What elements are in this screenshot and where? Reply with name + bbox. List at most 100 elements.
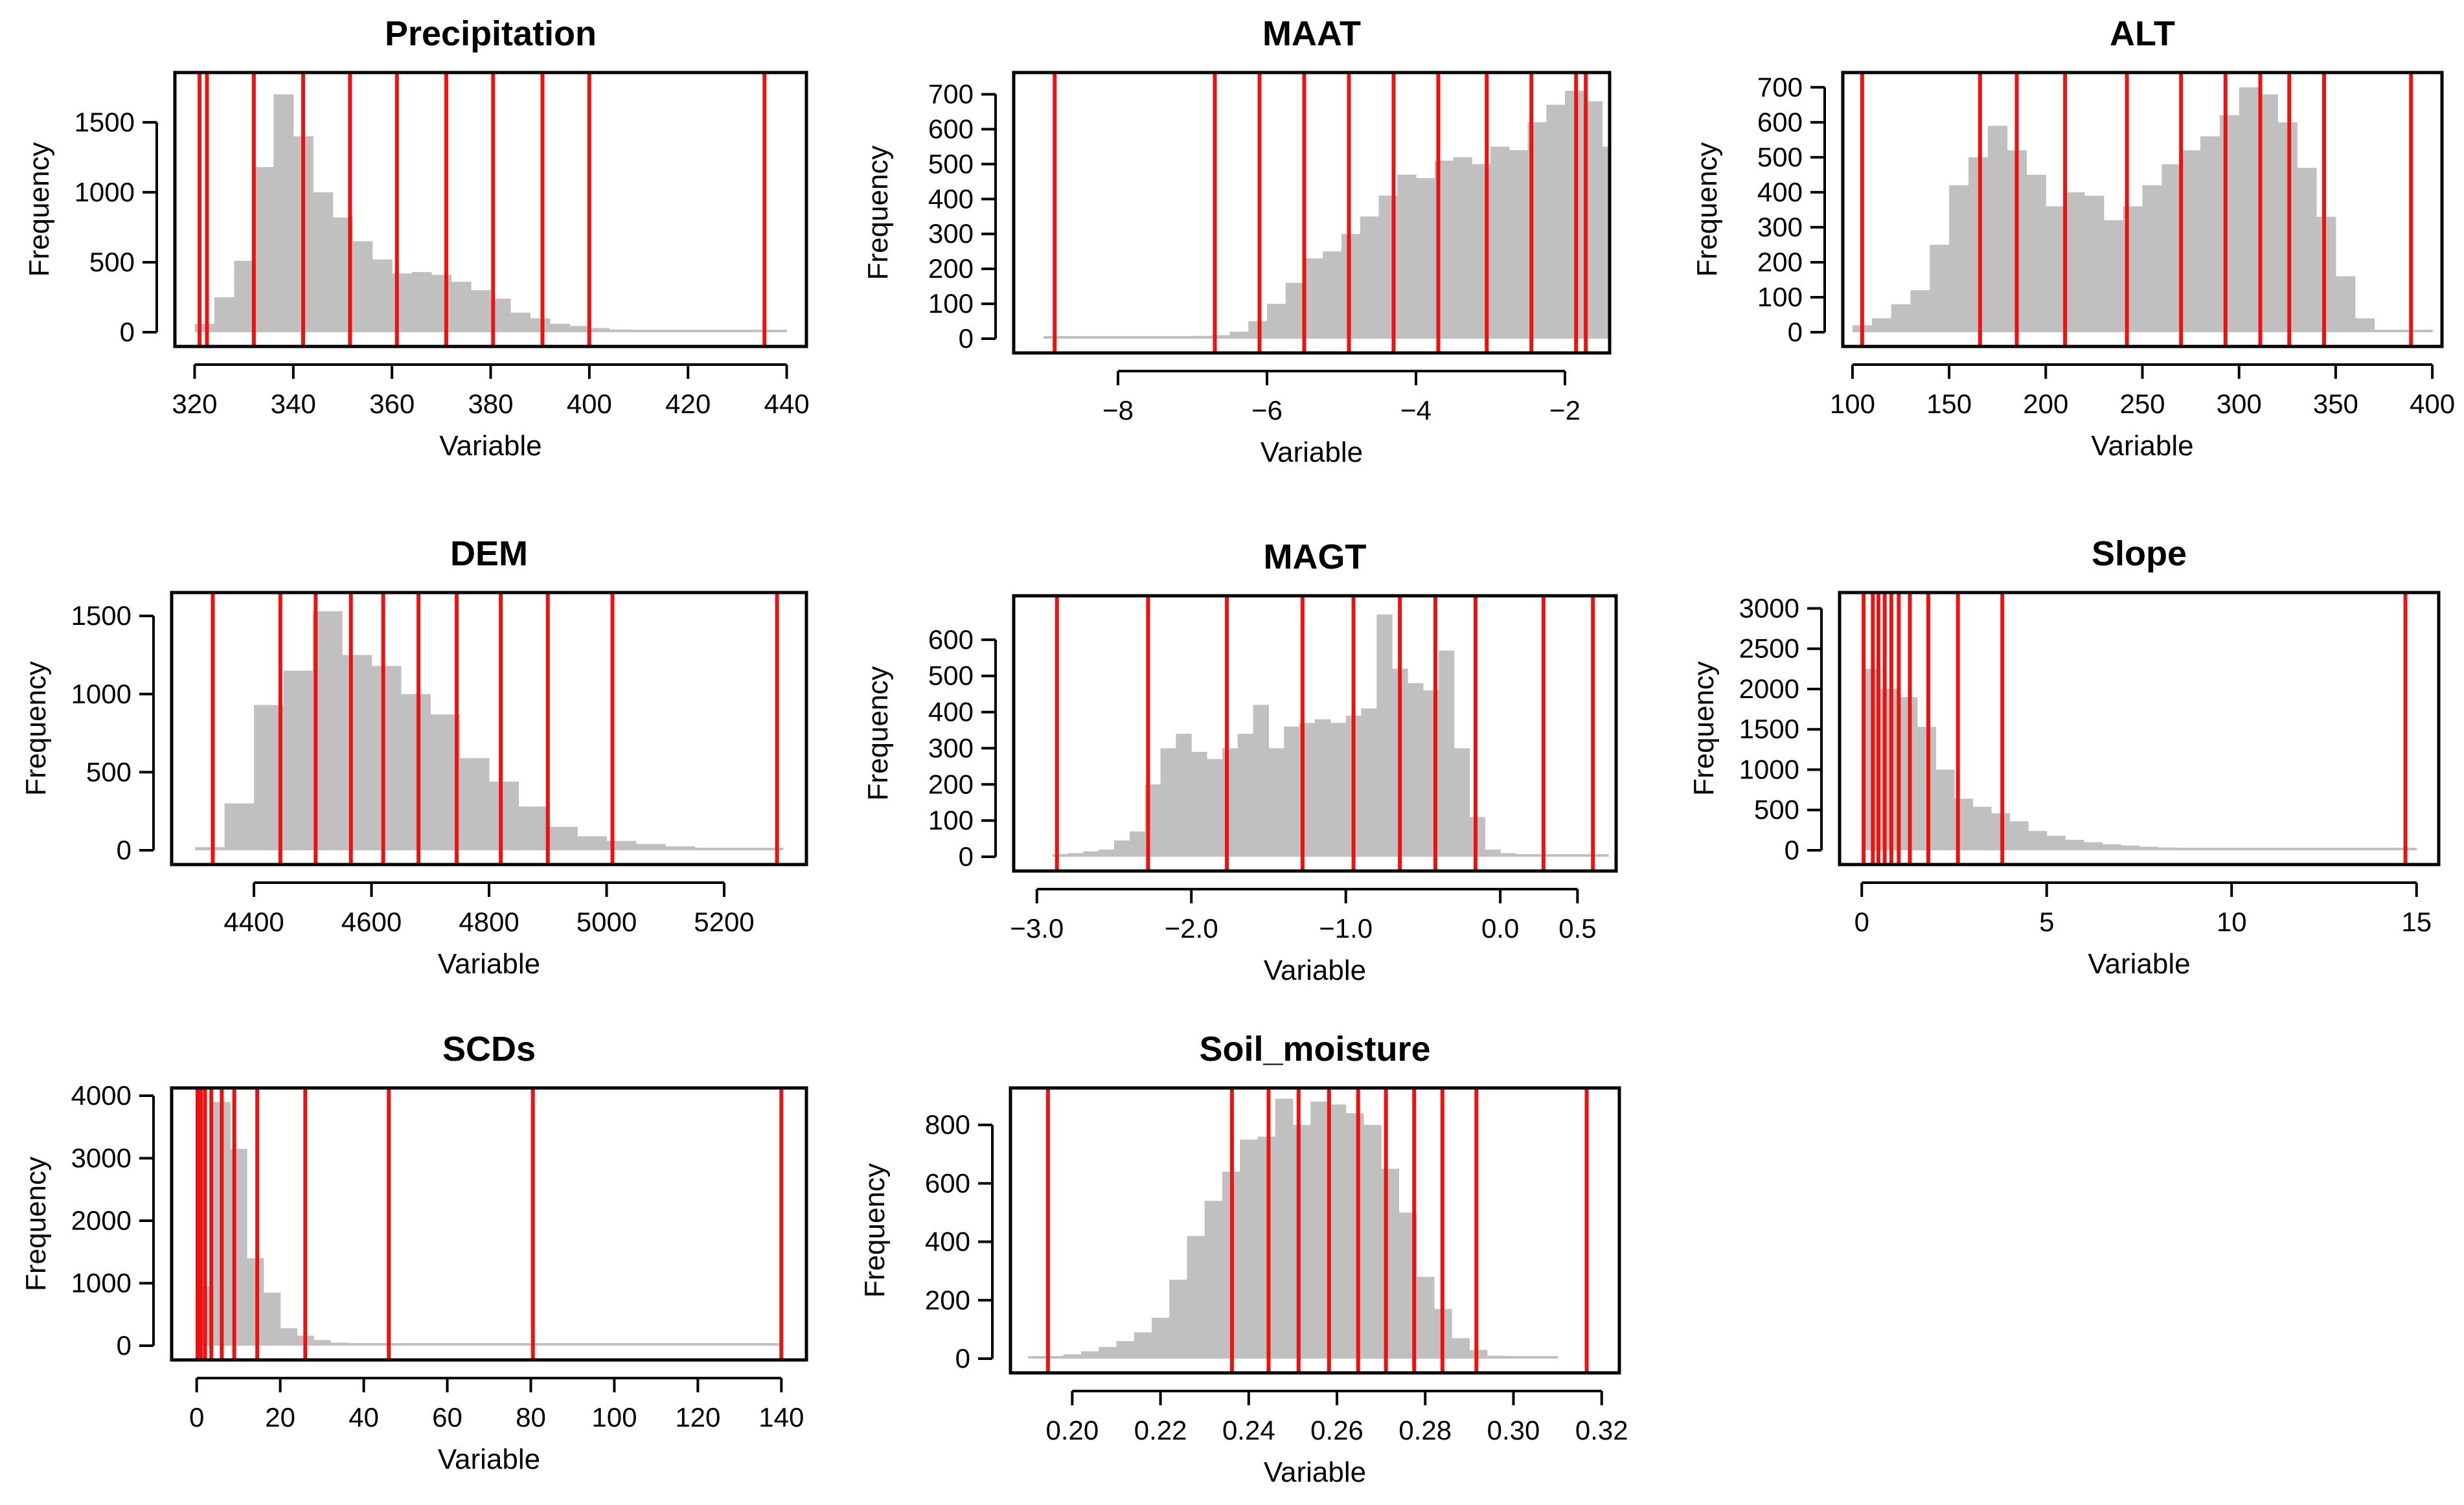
histogram-bar <box>464 1343 481 1346</box>
histogram-bar <box>694 848 725 850</box>
panel-scds: 0 20 40 60 80 100 120 140 0 1000 2000 3000 4000 SCDs V… <box>20 1030 808 1475</box>
x-tick-label: −2.0 <box>1165 913 1218 944</box>
x-tick-label: 20 <box>265 1402 295 1432</box>
histogram-bar <box>2398 848 2417 850</box>
histogram-bar <box>1099 1346 1117 1359</box>
y-tick-label: 100 <box>928 805 974 835</box>
y-tick-label: 500 <box>1757 142 1803 172</box>
histogram-bar <box>2305 848 2325 850</box>
histogram-bar <box>2142 185 2162 332</box>
histogram-bar <box>1240 1139 1259 1359</box>
y-tick-label: 0 <box>120 317 135 347</box>
x-tick-label: 140 <box>759 1402 804 1432</box>
histogram-bar <box>1052 854 1069 857</box>
y-tick-label: 0 <box>117 835 131 865</box>
histogram-bar <box>724 848 754 850</box>
chart-title: SCDs <box>442 1030 536 1069</box>
histogram-bar <box>747 330 768 332</box>
histogram-bar <box>273 94 294 332</box>
histogram-bar <box>411 272 432 332</box>
histogram-bar <box>2162 164 2182 332</box>
histogram-bar <box>1099 336 1119 339</box>
histogram-bar <box>2213 848 2232 850</box>
y-tick-label: 0 <box>117 1330 131 1361</box>
x-tick-label: 100 <box>591 1402 637 1432</box>
histogram-bar <box>1345 1113 1364 1359</box>
x-tick-label: 0.26 <box>1310 1415 1363 1445</box>
histogram-bar <box>580 1343 599 1346</box>
histogram-bar <box>2335 276 2356 332</box>
x-tick-label: 420 <box>665 389 711 419</box>
y-tick-label: 200 <box>925 1285 970 1315</box>
plot-frame <box>1009 1086 1621 1375</box>
histogram-bar <box>2239 87 2259 333</box>
y-tick-label: 500 <box>928 661 974 691</box>
histogram-bar <box>589 328 610 332</box>
y-tick-label: 700 <box>928 79 974 109</box>
x-axis-label: Variable <box>2088 948 2190 980</box>
y-tick-label: 4000 <box>71 1080 131 1111</box>
x-tick-label: 200 <box>2023 389 2068 419</box>
x-tick-label: 120 <box>675 1402 720 1432</box>
y-tick-label: 600 <box>1757 107 1803 137</box>
histogram-bar <box>1257 1137 1276 1359</box>
histogram-bar <box>2120 845 2140 850</box>
x-tick-label: 340 <box>271 389 316 419</box>
histogram-bar <box>2181 150 2201 333</box>
y-axis-label: Frequency <box>1688 661 1720 796</box>
histogram-bar <box>234 260 255 332</box>
histogram-bar <box>2084 196 2105 332</box>
histogram-bar <box>1067 853 1084 857</box>
histogram-bar <box>1191 752 1207 857</box>
histogram-bar <box>2139 846 2158 850</box>
x-tick-label: 400 <box>567 389 612 419</box>
histogram-bar <box>665 846 696 850</box>
histogram-bar <box>1129 831 1146 857</box>
histogram-bar <box>764 1343 782 1346</box>
panel-precipitation: 320 340 360 380 400 420 440 0 500 1000 1500 Precipi… <box>23 14 810 462</box>
histogram-bar <box>767 330 788 332</box>
histogram-bar <box>1267 304 1286 339</box>
x-tick-label: 5 <box>2039 907 2054 937</box>
histogram-bar <box>2250 848 2269 850</box>
x-tick-label: 40 <box>348 1402 379 1432</box>
x-tick-label: −4 <box>1400 395 1432 425</box>
histogram-bar <box>635 844 666 850</box>
histogram-bar <box>1360 216 1380 339</box>
histogram-bar <box>1469 1350 1488 1359</box>
histogram-bar <box>1397 174 1417 339</box>
plot-frame <box>173 71 808 348</box>
y-tick-label: 3000 <box>1739 593 1799 623</box>
x-tick-label: 0.30 <box>1487 1415 1540 1445</box>
y-tick-label: 800 <box>925 1109 970 1140</box>
y-tick-label: 2000 <box>1739 673 1799 704</box>
x-axis-label: Variable <box>439 430 542 462</box>
histogram-bar <box>747 1343 766 1346</box>
histogram-bar <box>1361 708 1377 857</box>
histogram-bar <box>2297 168 2317 332</box>
y-tick-label: 1000 <box>71 679 131 709</box>
x-tick-label: 0.32 <box>1575 1415 1628 1445</box>
histogram-bar <box>1546 854 1563 857</box>
histogram-bar <box>1602 146 1609 339</box>
histogram-bar <box>1304 258 1323 339</box>
y-axis-label: Frequency <box>862 666 894 801</box>
histogram-bar <box>569 326 590 332</box>
x-tick-label: 100 <box>1830 389 1875 419</box>
histogram-bar <box>1083 851 1099 857</box>
y-tick-label: 2500 <box>1739 633 1799 664</box>
histogram-bar <box>1292 1125 1311 1359</box>
histogram-bar <box>481 1343 498 1346</box>
histogram-bar <box>1275 1098 1294 1359</box>
histogram-bar <box>1500 853 1516 857</box>
y-tick-label: 400 <box>928 697 974 727</box>
y-tick-label: 400 <box>928 183 974 214</box>
y-tick-label: 500 <box>89 247 135 277</box>
plot-frame <box>1841 71 2444 348</box>
histogram-bar <box>564 1343 582 1346</box>
histogram-bar <box>609 329 630 332</box>
histogram-bar <box>2028 831 2048 850</box>
histogram-bar <box>1285 282 1305 339</box>
chart-title: MAAT <box>1262 14 1361 53</box>
histogram-bar <box>430 1343 448 1346</box>
